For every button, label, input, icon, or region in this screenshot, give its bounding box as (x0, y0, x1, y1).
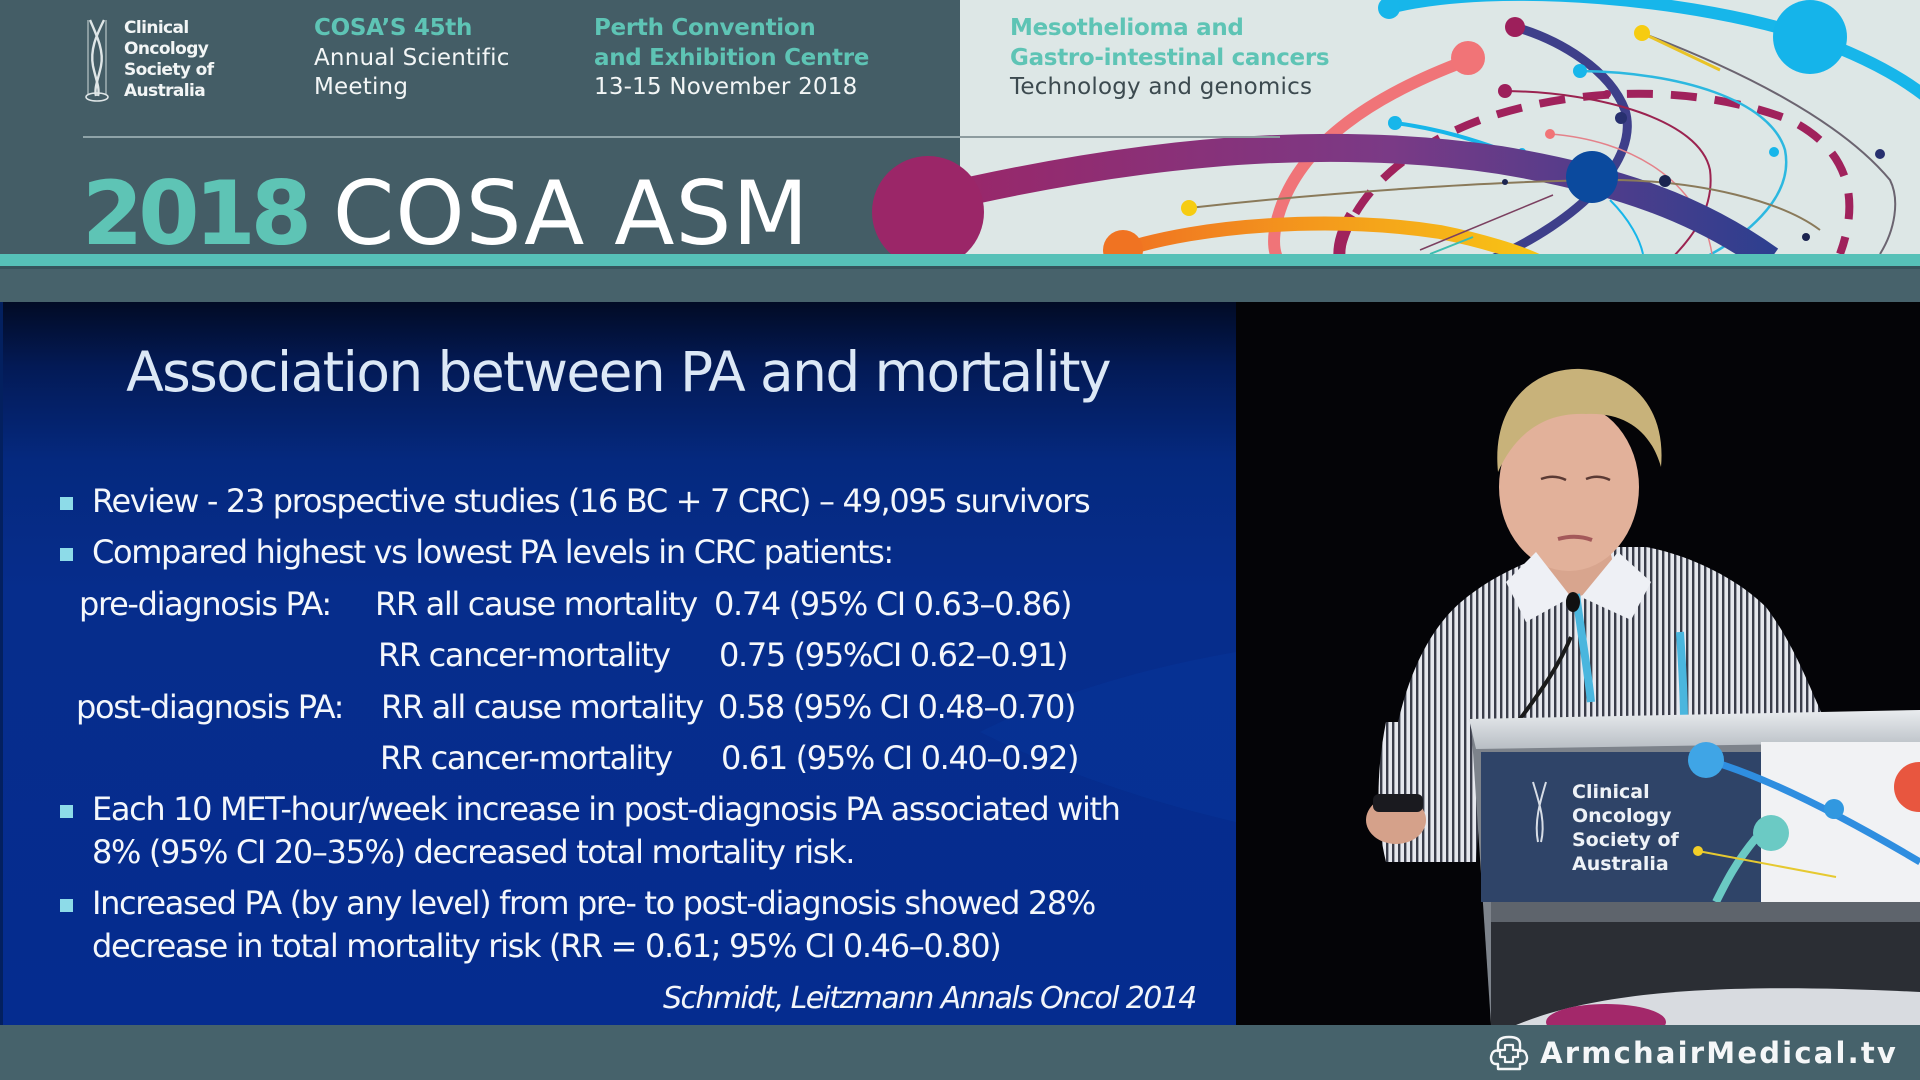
header-divider (83, 136, 960, 138)
theme-info: Mesothelioma and Gastro-intestinal cance… (1010, 14, 1330, 103)
slide-bullet: Each 10 MET-hour/week increase in post-d… (92, 790, 1121, 828)
result-value: 0.58 (95% CI 0.48–0.70) (718, 688, 1076, 726)
venue-name: Perth Convention (594, 15, 816, 41)
slide-edge (0, 302, 3, 1025)
logo-line: Oncology (124, 39, 209, 59)
theme-title: Gastro-intestinal cancers (1010, 44, 1330, 71)
logo-line: Australia (124, 81, 206, 101)
slide-citation: Schmidt, Leitzmann Annals Oncol 2014 (663, 981, 1197, 1016)
slide-bullet: Increased PA (by any level) from pre- to… (92, 884, 1096, 922)
result-value: 0.61 (95% CI 0.40–0.92) (721, 739, 1079, 777)
event-title: 2018 COSA ASM (82, 162, 810, 255)
header-accent-bar (0, 254, 1920, 266)
result-measure: RR all cause mortality (375, 585, 698, 623)
result-value: 0.75 (95%CI 0.62–0.91) (719, 636, 1069, 674)
meeting-info: COSA’S 45th Annual Scientific Meeting (314, 14, 510, 103)
theme-subtitle: Technology and genomics (1010, 74, 1313, 100)
speaker-video[interactable]: Clinical Oncology Society of Australia (1236, 302, 1920, 1025)
armchair-cross-icon (1489, 1035, 1529, 1071)
result-measure: RR cancer-mortality (380, 739, 673, 777)
slide-bullet: Review - 23 prospective studies (16 BC +… (92, 482, 1091, 520)
brand-name: ArmchairMedical.tv (1540, 1036, 1898, 1070)
event-name: COSA ASM (332, 162, 810, 255)
result-measure: RR all cause mortality (381, 688, 704, 726)
header-bar-shadow (0, 266, 1920, 269)
lectern-logo-text: Clinical Oncology Society of Australia (1572, 781, 1685, 875)
cosa-logo: Clinical Oncology Society of Australia (84, 18, 214, 102)
venue-info: Perth Convention and Exhibition Centre 1… (594, 14, 869, 103)
cosa-twisted-column-icon (85, 19, 109, 102)
logo-line: Clinical (124, 18, 189, 38)
logo-line: Society of (124, 60, 214, 80)
event-dates: 13-15 November 2018 (594, 74, 858, 100)
slide-bullet-continuation: 8% (95% CI 20–35%) decreased total morta… (92, 833, 855, 871)
slide-bullet-continuation: decrease in total mortality risk (RR = 0… (92, 927, 1002, 965)
result-group-label: pre-diagnosis PA: (79, 585, 332, 623)
speaker-video-frame: Clinical Oncology Society of Australia (1236, 302, 1920, 1025)
banner-graphic-panel (960, 0, 1920, 254)
result-value: 0.74 (95% CI 0.63–0.86) (714, 585, 1072, 623)
venue-name: and Exhibition Centre (594, 44, 870, 71)
theme-title: Mesothelioma and (1010, 15, 1244, 41)
bullet-square-icon (60, 548, 73, 561)
result-measure: RR cancer-mortality (378, 636, 671, 674)
result-group-label: post-diagnosis PA: (76, 688, 344, 726)
bullet-square-icon (60, 805, 73, 818)
slide-bullet: Compared highest vs lowest PA levels in … (92, 533, 894, 571)
bullet-square-icon (60, 497, 73, 510)
meeting-line: Meeting (314, 74, 409, 100)
banner-network-graphic (872, 0, 1920, 254)
meeting-line: Annual Scientific (314, 44, 510, 71)
stage-gap (0, 269, 1920, 302)
footer-bar: ArmchairMedical.tv (0, 1025, 1920, 1080)
slide-background-swoosh (980, 652, 1236, 822)
armchairmedical-brand[interactable]: ArmchairMedical.tv (1488, 1034, 1898, 1072)
conference-banner: Clinical Oncology Society of Australia C… (0, 0, 1920, 254)
event-year: 2018 (82, 162, 312, 255)
presentation-slide (0, 302, 1236, 1025)
slide-title: Association between PA and mortality (126, 340, 1111, 404)
header-divider-light (960, 136, 1280, 138)
bullet-square-icon (60, 899, 73, 912)
meeting-edition: COSA’S 45th (314, 15, 473, 41)
